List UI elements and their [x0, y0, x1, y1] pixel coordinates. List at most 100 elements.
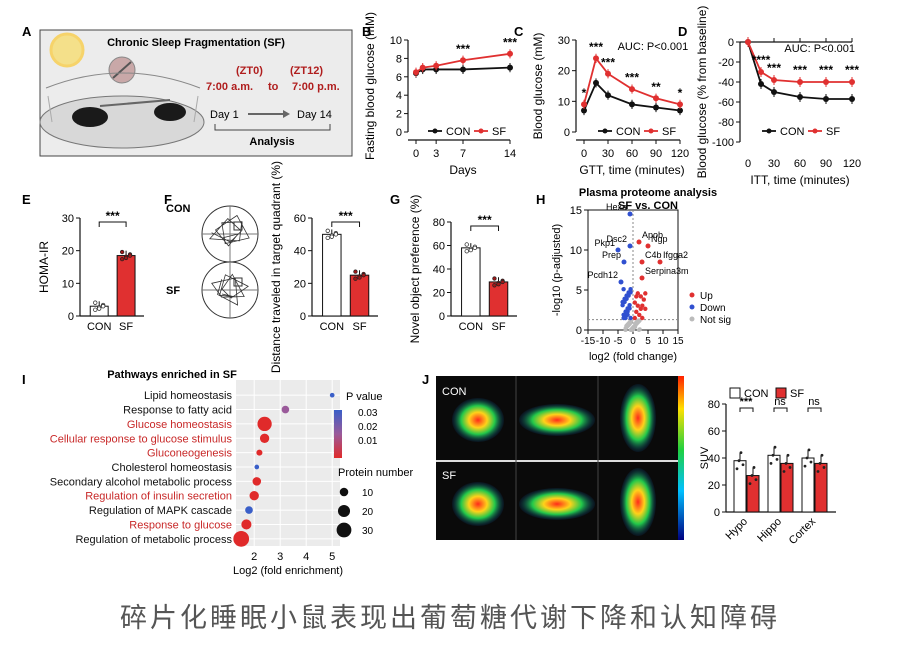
data-point-sf: [593, 55, 599, 62]
series-line-con: [583, 81, 681, 112]
data-point-sf: [419, 64, 426, 71]
significance-marker: ***: [740, 396, 754, 408]
panel-letter: C: [514, 24, 524, 39]
panel-b-y-tick-label: 4: [396, 90, 402, 102]
volcano-labeled-point: [639, 275, 645, 281]
x-tick-label: 15: [672, 336, 684, 347]
volcano-labeled-point: [627, 211, 633, 217]
x-tick-label: 120: [843, 158, 861, 170]
x-tick-label: 0: [413, 148, 419, 160]
data-point: [464, 249, 469, 254]
data-point: [822, 466, 826, 469]
x-tick-label: SF: [119, 321, 133, 333]
significance-bracket: [470, 225, 500, 231]
protein-label: Prep: [602, 250, 621, 260]
data-point-con: [823, 96, 829, 102]
data-point-sf: [460, 57, 466, 64]
panel-e-chart: E 0 10 20 30 HOMA-IR CON SF ***: [22, 192, 144, 333]
panel-letter: E: [22, 192, 31, 207]
panel-e-y-tick-label: 30: [62, 213, 74, 225]
pathway-label: Gluconeogenesis: [147, 448, 233, 460]
panel-d-y-tick-label: -40: [718, 77, 734, 89]
panel-b-y-label: Fasting blood glucose (mM): [363, 12, 377, 160]
panel-e-y-label: HOMA-IR: [37, 241, 51, 293]
chart-subtitle: SF vs. CON: [618, 200, 678, 212]
data-point: [472, 245, 478, 251]
panel-d-y-tick-label: -60: [718, 97, 734, 109]
data-point: [353, 276, 358, 281]
volcano-labeled-point: [657, 259, 663, 265]
significance-bracket: [98, 221, 127, 227]
volcano-point-down: [628, 290, 633, 295]
x-tick-label: 120: [671, 148, 689, 160]
bar-sf-hypo: [746, 475, 760, 513]
panel-letter: J: [422, 372, 429, 387]
legend-size-label: 30: [362, 526, 374, 537]
data-point: [737, 459, 741, 463]
x-tick-label: CON: [459, 321, 484, 333]
significance-marker: ***: [625, 71, 639, 85]
data-point: [492, 276, 497, 281]
legend-marker: [766, 128, 772, 134]
data-point-sf: [413, 69, 419, 76]
panel-f-y-tick-label: 20: [294, 278, 306, 290]
maze-row-label: CON: [166, 203, 191, 215]
x-tick-label: Hippo: [755, 516, 784, 545]
x-tick-label: 5: [329, 551, 335, 563]
data-point-sf: [581, 101, 587, 108]
panel-g-chart: G 0 20 40 60 80 Novel object preference (%) CON…: [390, 192, 517, 343]
panel-b-y-tick-label: 0: [396, 127, 402, 139]
significance-marker: ***: [793, 63, 807, 77]
panel-j-y-tick-label: 80: [708, 399, 720, 411]
x-axis-label: ITT, time (minutes): [750, 173, 849, 187]
y-axis-label: -log10 (p-adjusted): [551, 224, 563, 316]
zt0-label: (ZT0): [236, 65, 263, 77]
data-point: [803, 464, 807, 468]
data-point: [739, 451, 743, 454]
pathway-label: Response to fatty acid: [123, 405, 232, 417]
panel-letter: I: [22, 372, 26, 387]
data-point-sf: [745, 39, 751, 45]
auc-annotation: AUC: P<0.001: [618, 41, 689, 53]
x-tick-label: 10: [657, 336, 669, 347]
data-point-sf: [823, 79, 829, 85]
bar-sf: [488, 281, 509, 317]
data-point: [773, 445, 777, 449]
pathway-bubble: [257, 416, 272, 432]
pathway-bubble: [233, 530, 250, 547]
volcano-point-down: [620, 303, 625, 308]
legend-label-sf: SF: [790, 388, 804, 400]
bar-sf-cortex: [814, 462, 828, 513]
data-point: [816, 470, 820, 473]
protein-label: Apob: [642, 230, 663, 240]
cage-rim: [45, 72, 201, 89]
data-point-con: [758, 81, 764, 87]
volcano-point-down: [627, 303, 632, 308]
x-axis-label: GTT, time (minutes): [579, 163, 684, 177]
pathway-label: Regulation of metabolic process: [75, 534, 232, 546]
data-point: [100, 304, 106, 309]
panel-c-y-tick-label: 10: [558, 96, 570, 108]
panel-f-y-tick-label: 0: [300, 311, 306, 323]
data-point: [769, 462, 773, 465]
panel-a-letter: A: [22, 24, 32, 39]
x-tick-label: 3: [433, 148, 439, 160]
panel-c-y-tick-label: 30: [558, 35, 570, 47]
volcano-point-down: [621, 287, 626, 292]
panel-c-y-tick-label: 0: [564, 127, 570, 139]
panel-j-y-tick-label: 40: [708, 453, 720, 465]
panel-letter: H: [536, 192, 545, 207]
data-point-con: [771, 89, 777, 95]
data-point: [752, 466, 756, 469]
legend-p-colorbar: [334, 410, 342, 458]
legend-label: Up: [700, 291, 713, 302]
pet-coronal-slice: [620, 384, 656, 452]
x-tick-label: 0: [630, 336, 636, 347]
x-tick-label: 90: [650, 148, 662, 160]
significance-bracket: [331, 221, 361, 227]
series-line-sf: [583, 56, 681, 106]
panel-c-y-label: Blood glucose (mM): [531, 33, 545, 140]
x-tick-label: 90: [820, 158, 832, 170]
legend-marker: [432, 128, 438, 134]
